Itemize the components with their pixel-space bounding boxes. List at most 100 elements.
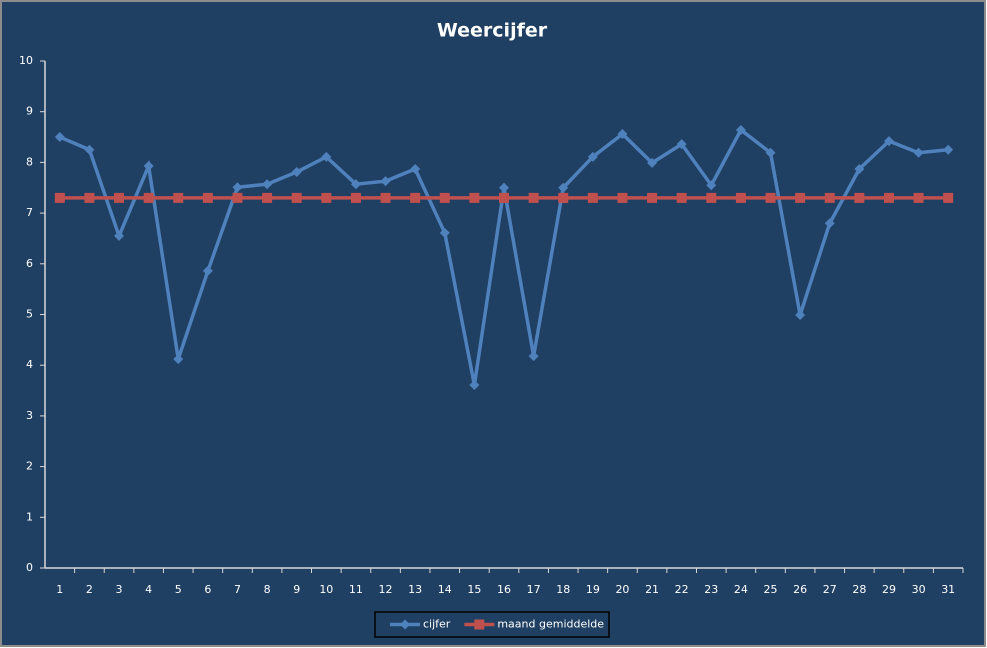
x-tick-label: 6 — [204, 583, 211, 596]
marker — [735, 124, 746, 135]
marker — [587, 151, 598, 162]
x-tick-label: 25 — [764, 583, 778, 596]
marker — [558, 182, 569, 193]
y-tick-label: 5 — [26, 308, 33, 321]
x-tick-label: 2 — [86, 583, 93, 596]
legend-label: maand gemiddelde — [497, 618, 604, 631]
y-tick-label: 4 — [26, 358, 33, 371]
x-tick-label: 19 — [586, 583, 600, 596]
marker — [854, 163, 865, 174]
marker — [54, 192, 65, 203]
x-tick-label: 24 — [734, 583, 748, 596]
marker — [824, 218, 835, 229]
marker — [943, 144, 954, 155]
x-tick-label: 26 — [793, 583, 807, 596]
marker — [173, 354, 184, 365]
marker — [617, 129, 628, 140]
x-tick-label: 5 — [175, 583, 182, 596]
marker — [380, 192, 391, 203]
marker — [706, 180, 717, 191]
y-tick-label: 3 — [26, 409, 33, 422]
marker — [262, 192, 273, 203]
x-tick-label: 21 — [645, 583, 659, 596]
marker — [114, 192, 125, 203]
marker — [824, 192, 835, 203]
marker — [676, 192, 687, 203]
marker — [765, 192, 776, 203]
x-tick-label: 20 — [615, 583, 629, 596]
x-tick-label: 28 — [852, 583, 866, 596]
y-tick-label: 6 — [26, 257, 33, 270]
x-tick-label: 16 — [497, 583, 511, 596]
marker — [469, 379, 480, 390]
marker — [943, 192, 954, 203]
y-tick-label: 8 — [26, 155, 33, 168]
x-tick-label: 27 — [823, 583, 837, 596]
marker — [765, 147, 776, 158]
x-tick-label: 9 — [293, 583, 300, 596]
y-tick-label: 2 — [26, 460, 33, 473]
marker — [883, 136, 894, 147]
marker — [202, 265, 213, 276]
x-tick-label: 17 — [527, 583, 541, 596]
marker — [350, 192, 361, 203]
marker — [350, 179, 361, 190]
x-tick-label: 22 — [675, 583, 689, 596]
marker — [380, 176, 391, 187]
marker — [439, 227, 450, 238]
marker — [706, 192, 717, 203]
marker — [913, 192, 924, 203]
x-tick-label: 1 — [56, 583, 63, 596]
marker — [410, 192, 421, 203]
x-tick-label: 11 — [349, 583, 363, 596]
marker — [84, 144, 95, 155]
x-tick-label: 29 — [882, 583, 896, 596]
marker — [84, 192, 95, 203]
marker — [499, 192, 509, 203]
x-tick-label: 15 — [467, 583, 481, 596]
marker — [114, 230, 125, 241]
legend-label: cijfer — [423, 618, 451, 631]
marker — [795, 310, 806, 321]
x-tick-label: 3 — [116, 583, 123, 596]
y-tick-label: 10 — [19, 54, 33, 67]
marker — [528, 351, 539, 362]
x-tick-label: 10 — [319, 583, 333, 596]
x-tick-label: 12 — [379, 583, 393, 596]
x-tick-label: 7 — [234, 583, 241, 596]
marker — [587, 192, 598, 203]
marker — [232, 182, 243, 193]
marker — [617, 192, 628, 203]
marker — [499, 182, 509, 193]
marker — [291, 192, 302, 203]
marker — [558, 192, 569, 203]
x-tick-label: 30 — [912, 583, 926, 596]
marker — [54, 132, 65, 143]
marker — [410, 163, 421, 174]
marker — [321, 151, 332, 162]
marker — [202, 192, 213, 203]
marker — [795, 192, 806, 203]
y-tick-label: 0 — [26, 561, 33, 574]
x-tick-label: 14 — [438, 583, 452, 596]
marker — [913, 147, 924, 158]
y-tick-label: 9 — [26, 105, 33, 118]
x-tick-label: 23 — [704, 583, 718, 596]
marker — [291, 167, 302, 178]
marker — [528, 192, 539, 203]
marker — [474, 619, 485, 630]
marker — [143, 160, 154, 171]
x-tick-label: 13 — [408, 583, 422, 596]
marker — [735, 192, 746, 203]
marker — [883, 192, 894, 203]
marker — [143, 192, 154, 203]
x-tick-label: 18 — [556, 583, 570, 596]
chart-title: Weercijfer — [437, 20, 548, 42]
marker — [232, 192, 243, 203]
marker — [647, 192, 658, 203]
marker — [173, 192, 184, 203]
x-tick-label: 8 — [264, 583, 271, 596]
y-tick-label: 1 — [26, 510, 33, 523]
